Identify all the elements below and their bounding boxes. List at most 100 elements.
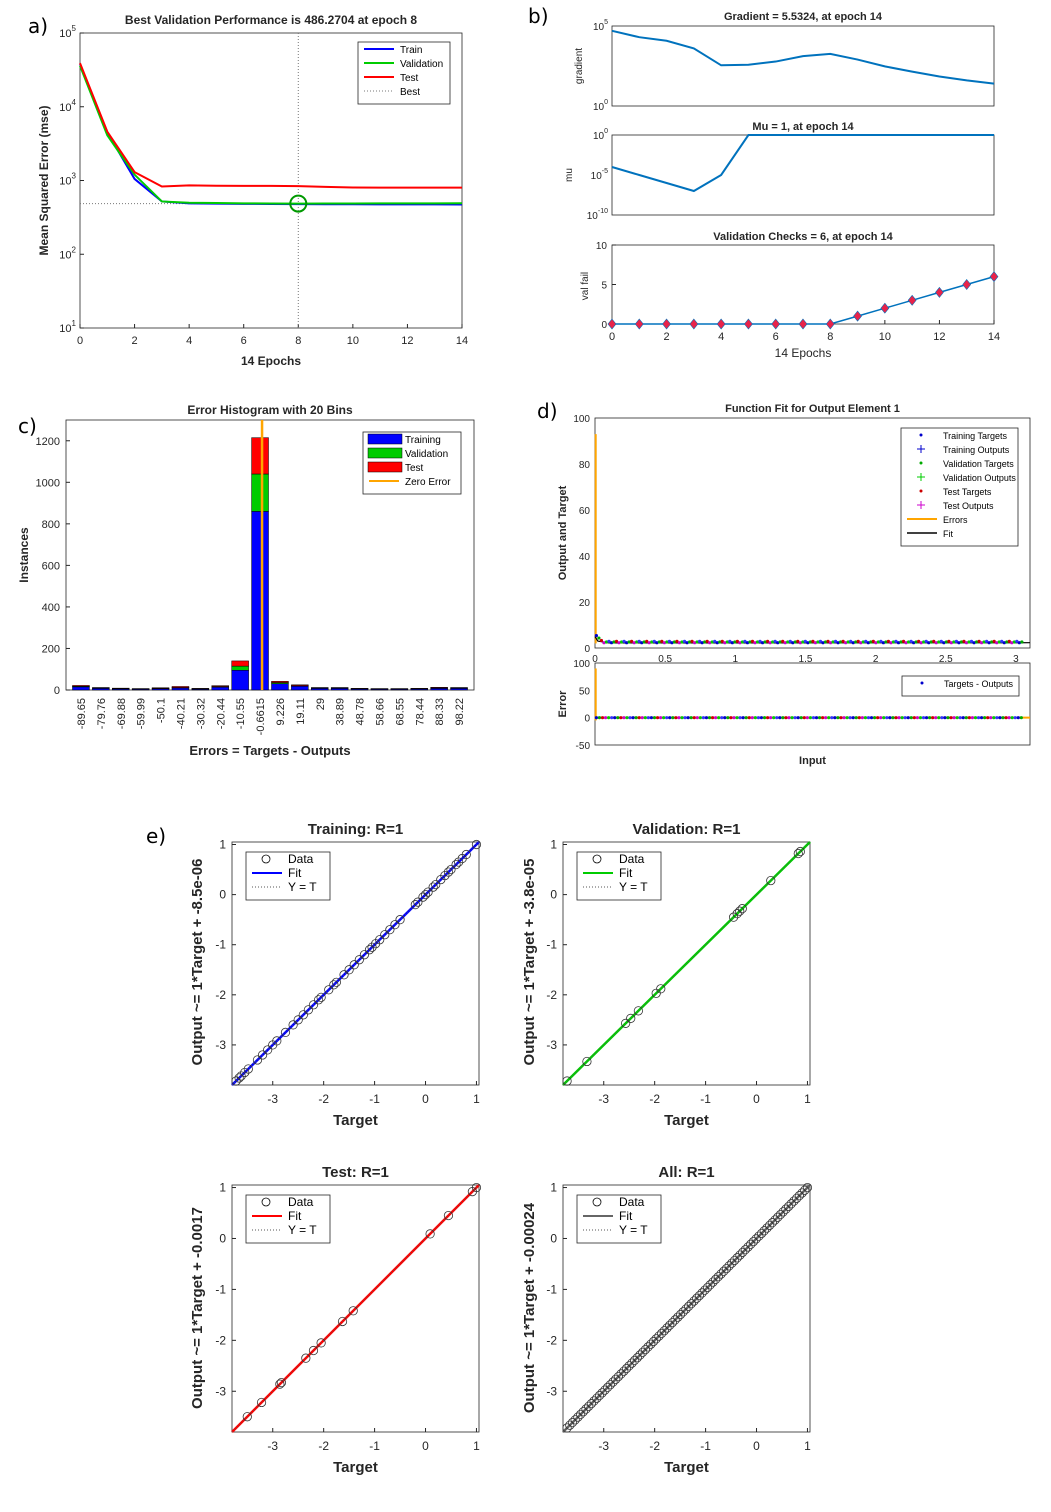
fit-data-point bbox=[740, 640, 745, 644]
fit-data-point bbox=[650, 640, 654, 644]
data-point bbox=[659, 1326, 669, 1336]
fit-data-point bbox=[1020, 640, 1024, 644]
data-point bbox=[252, 1055, 263, 1065]
fit-data-point bbox=[947, 639, 951, 643]
fit-data-point bbox=[876, 640, 880, 644]
data-point bbox=[708, 1277, 718, 1287]
data-point bbox=[759, 1226, 769, 1236]
error-data-point bbox=[876, 716, 880, 720]
data-point bbox=[578, 1407, 588, 1417]
x-tick-label: -1 bbox=[700, 1439, 711, 1453]
data-point bbox=[602, 1382, 613, 1393]
fit-data-point bbox=[1015, 639, 1019, 643]
fit-data-point bbox=[604, 640, 609, 644]
fit-data-point bbox=[869, 640, 873, 644]
error-data-point bbox=[970, 716, 975, 720]
error-data-point bbox=[860, 716, 864, 720]
error-data-point bbox=[946, 716, 950, 720]
mu-title: Mu = 1, at epoch 14 bbox=[752, 121, 854, 133]
data-point bbox=[781, 1204, 791, 1214]
data-point bbox=[783, 1201, 794, 1212]
fit-data-point bbox=[866, 641, 870, 645]
error-data-point bbox=[940, 716, 944, 720]
data-point bbox=[713, 1272, 723, 1282]
data-point bbox=[654, 1331, 664, 1341]
x-tick-label: 0 bbox=[422, 1092, 429, 1106]
data-point bbox=[586, 1399, 596, 1409]
fit-data-point bbox=[964, 641, 969, 645]
validation-series bbox=[79, 65, 463, 205]
error-data-point bbox=[897, 716, 901, 720]
data-point bbox=[418, 892, 428, 902]
data-point bbox=[675, 1309, 686, 1320]
fit-data-point bbox=[1002, 641, 1006, 645]
error-data-point bbox=[854, 716, 858, 720]
fit-data-point bbox=[685, 641, 689, 645]
fit-data-point bbox=[720, 639, 724, 643]
error-data-point bbox=[906, 716, 910, 720]
fit-data-point bbox=[806, 641, 810, 645]
error-data-point bbox=[894, 716, 898, 720]
x-tick-label: 98.22 bbox=[454, 698, 466, 726]
legend-label: Best bbox=[400, 87, 420, 98]
x-axis-label: Errors = Targets - Outputs bbox=[189, 743, 350, 758]
data-point bbox=[440, 870, 450, 881]
data-point bbox=[627, 1358, 637, 1368]
data-point bbox=[605, 1380, 615, 1390]
fit-data-point bbox=[594, 633, 599, 638]
fit-data-point bbox=[904, 641, 908, 645]
y-tick-label: -1 bbox=[546, 938, 557, 952]
fit-data-point bbox=[972, 641, 976, 645]
error-data-point bbox=[851, 716, 855, 720]
legend-label: Fit bbox=[619, 866, 633, 880]
legend-swatch bbox=[367, 461, 403, 473]
data-point bbox=[594, 1390, 605, 1401]
y-tick-label: 1 bbox=[219, 838, 226, 852]
x-tick-label: -1 bbox=[369, 1092, 380, 1106]
fit-data-point bbox=[813, 641, 818, 645]
data-point bbox=[794, 1191, 804, 1201]
fit-data-point bbox=[657, 640, 661, 644]
fit-data-point bbox=[773, 639, 777, 643]
y-tick-label: 80 bbox=[579, 460, 591, 471]
data-point bbox=[732, 909, 742, 919]
legend-label: Test bbox=[400, 73, 419, 84]
data-point bbox=[765, 1220, 775, 1230]
error-data-point bbox=[610, 716, 614, 720]
fit-data-point bbox=[833, 639, 838, 643]
fit-data-point bbox=[922, 640, 926, 644]
x-tick-label: -2 bbox=[649, 1092, 660, 1106]
error-data-point bbox=[662, 716, 666, 720]
test-bar bbox=[211, 685, 229, 687]
fit-data-point bbox=[849, 639, 853, 643]
legend-swatch bbox=[261, 854, 271, 864]
error-data-point bbox=[891, 716, 895, 720]
data-point bbox=[648, 1336, 659, 1347]
error-data-point bbox=[931, 716, 935, 720]
data-point bbox=[719, 1266, 729, 1276]
test-bar bbox=[131, 688, 150, 690]
fit-data-point bbox=[765, 639, 770, 643]
error-data-point bbox=[918, 716, 923, 720]
error-data-point bbox=[628, 716, 632, 720]
data-point bbox=[678, 1307, 688, 1317]
y-tick-label: 0 bbox=[54, 685, 60, 697]
data-point bbox=[778, 1207, 788, 1217]
fit-data-point bbox=[783, 641, 787, 645]
data-point bbox=[762, 1223, 772, 1233]
y-tick-label: 1000 bbox=[36, 477, 60, 489]
test-bar bbox=[271, 681, 289, 683]
training-bar bbox=[231, 670, 249, 691]
y-axis-label: mu bbox=[564, 168, 575, 182]
fit-data-point bbox=[932, 639, 936, 643]
data-point bbox=[454, 857, 464, 867]
training-bar bbox=[271, 683, 289, 691]
fit-data-point bbox=[889, 641, 893, 645]
validation-check-marker bbox=[880, 302, 890, 314]
fit-data-point bbox=[828, 641, 833, 645]
error-data-point bbox=[747, 716, 751, 720]
legend-swatch bbox=[919, 461, 923, 465]
y-tick-label: 102 bbox=[59, 245, 76, 261]
fit-data-point bbox=[844, 641, 848, 645]
test-bar bbox=[151, 687, 170, 689]
